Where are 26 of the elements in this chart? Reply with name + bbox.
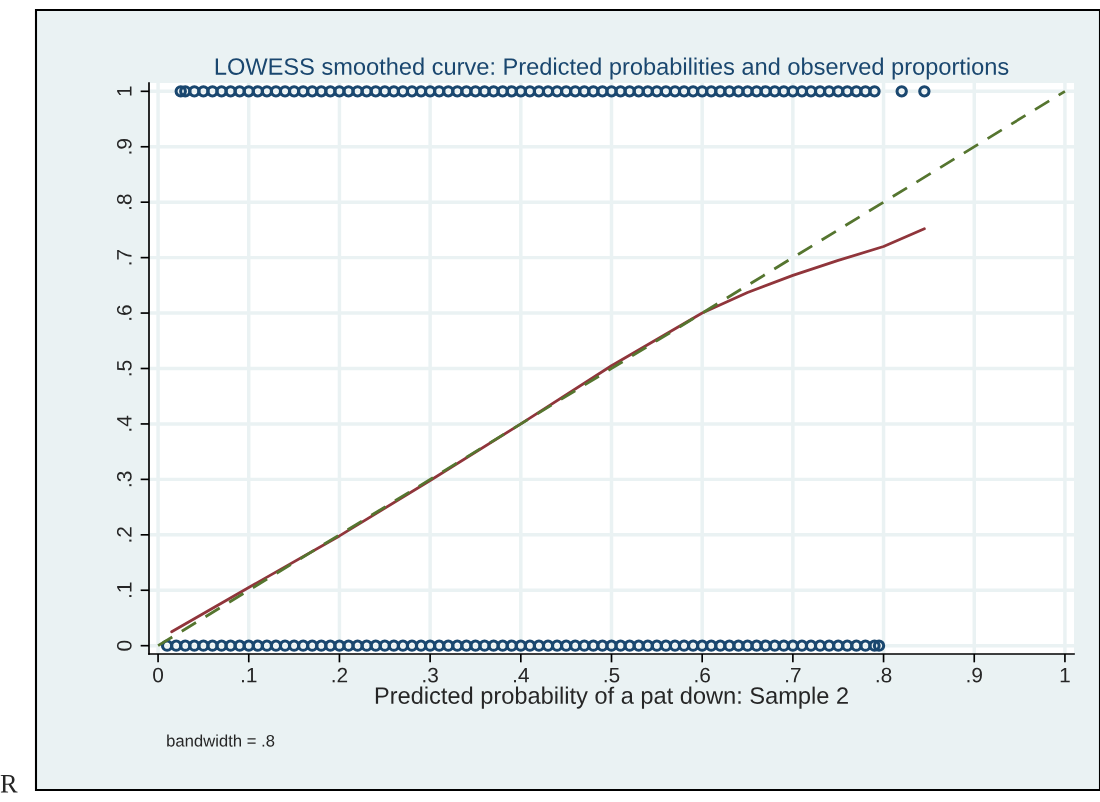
- y-tick-label: .8: [116, 194, 132, 209]
- y-tick-label: .9: [116, 139, 132, 154]
- x-axis-title: Predicted probability of a pat down: Sample 2: [375, 686, 848, 709]
- x-tick-label: .1: [241, 667, 257, 683]
- y-tick-label: .2: [116, 527, 132, 542]
- x-tick-label: .2: [332, 667, 348, 683]
- x-tick-label: 0: [153, 667, 164, 683]
- text: R: [0, 775, 18, 793]
- y-tick-label: .5: [117, 360, 132, 376]
- x-tick-label: .7: [786, 667, 801, 683]
- x-tick-label: .4: [514, 667, 529, 683]
- x-tick-label: .8: [876, 667, 892, 683]
- x-tick-label: .9: [967, 667, 982, 683]
- x-tick-label: .6: [695, 667, 710, 683]
- x-tick-label: 1: [1060, 667, 1070, 683]
- y-tick-label: .7: [117, 249, 132, 265]
- x-tick-label: .3: [423, 667, 438, 683]
- chart-title: LOWESS smoothed curve: Predicted probabilities and observed proportions: [215, 57, 1009, 80]
- x-tick-label: .5: [604, 667, 620, 683]
- y-tick-label: 1: [117, 86, 132, 96]
- y-tick-label: .6: [116, 305, 132, 320]
- y-tick-label: .4: [117, 415, 132, 431]
- y-tick-label: .1: [117, 582, 132, 598]
- y-tick-label: 0: [116, 640, 132, 651]
- text: bandwidth = .8: [167, 734, 275, 747]
- y-tick-label: .3: [116, 471, 132, 487]
